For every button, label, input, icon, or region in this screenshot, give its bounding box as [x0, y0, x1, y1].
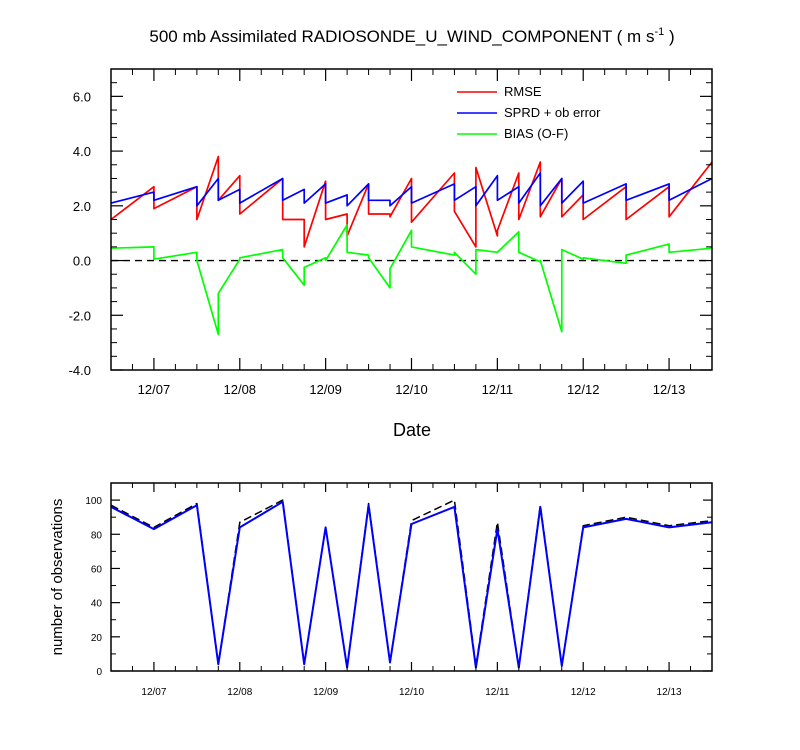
legend-rmse-label: RMSE	[504, 84, 542, 99]
y-tick-label: 2.0	[73, 199, 91, 214]
bottom-panel: 12/07 12/08 12/09 12/10 12/11 12/12 12/13 0 20 40…	[49, 482, 713, 698]
bottom-plot-frame	[110, 482, 713, 672]
y-tick-label: 20	[91, 633, 103, 644]
y-axis-label-observations: number of observations	[49, 499, 66, 656]
y-tick-label: 4.0	[73, 144, 91, 159]
x-tick-label: 12/09	[313, 687, 338, 698]
y-tick-label: -2.0	[69, 308, 91, 323]
x-tick-label: 12/08	[227, 687, 252, 698]
x-tick-label: 12/07	[138, 382, 171, 397]
y-tick-label: 100	[85, 496, 102, 507]
x-tick-label: 12/11	[485, 687, 510, 698]
sprd-series-line	[110, 172, 713, 207]
top-panel: 12/07 12/08 12/09 12/10 12/11 12/12 12/13 -4.0 -…	[69, 68, 713, 440]
y-tick-label: 40	[91, 599, 103, 610]
rmse-series-line	[110, 155, 713, 248]
top-tick-layer: 12/07 12/08 12/09 12/10 12/11 12/12 12/13 -4.0 -…	[69, 68, 713, 397]
top-series-layer	[110, 155, 713, 336]
y-tick-label: 80	[91, 530, 103, 541]
x-tick-label: 12/10	[395, 382, 428, 397]
x-tick-label: 12/10	[399, 687, 424, 698]
bottom-tick-layer: 12/07 12/08 12/09 12/10 12/11 12/12 12/13 0 20 40…	[85, 482, 713, 698]
x-tick-label: 12/13	[657, 687, 682, 698]
legend: RMSE SPRD + ob error BIAS (O-F)	[457, 84, 601, 141]
y-tick-label: 6.0	[73, 89, 91, 104]
x-tick-label: 12/11	[482, 382, 514, 397]
legend-sprd-label: SPRD + ob error	[504, 105, 601, 120]
y-tick-label: -4.0	[69, 363, 91, 378]
y-tick-label: 0	[96, 667, 102, 678]
y-tick-label: 60	[91, 564, 103, 575]
top-plot-frame	[110, 68, 713, 371]
x-tick-label: 12/08	[224, 382, 257, 397]
x-tick-label: 12/07	[141, 687, 166, 698]
bottom-series-layer	[110, 499, 713, 669]
legend-bias-label: BIAS (O-F)	[504, 126, 568, 141]
observations-used-line	[110, 500, 713, 669]
x-tick-label: 12/13	[653, 382, 686, 397]
bias-series-line	[110, 224, 713, 336]
x-axis-label: Date	[393, 420, 431, 440]
x-tick-label: 12/12	[567, 382, 600, 397]
chart-title: 500 mb Assimilated RADIOSONDE_U_WIND_COM…	[149, 26, 674, 46]
x-tick-label: 12/09	[309, 382, 342, 397]
x-tick-label: 12/12	[571, 687, 596, 698]
y-tick-label: 0.0	[73, 254, 91, 269]
